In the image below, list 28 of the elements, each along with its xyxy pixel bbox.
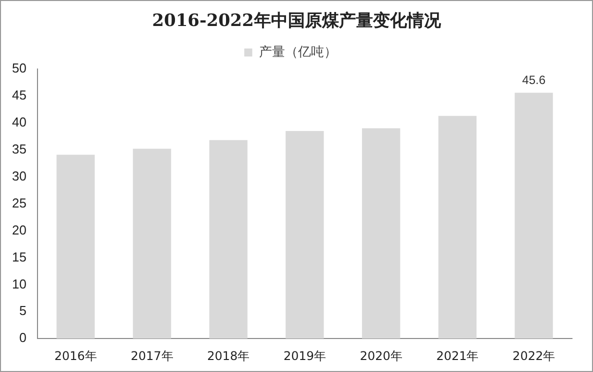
y-tick-label: 20 (12, 222, 26, 238)
bar (132, 148, 172, 339)
y-tick-label: 0 (19, 330, 26, 346)
bar (362, 128, 400, 339)
chart-title: 2016-2022年中国原煤产量变化情况 (151, 10, 442, 32)
bar (514, 92, 553, 339)
y-tick-label: 15 (12, 249, 26, 264)
x-tick-label: 2018年 (207, 348, 250, 363)
bar (286, 131, 324, 339)
x-tick-label: 2019年 (283, 348, 326, 363)
bar (438, 116, 477, 339)
y-tick-label: 5 (19, 303, 26, 318)
x-tick-label: 2016年 (54, 348, 97, 363)
x-tick-label: 2022年 (512, 348, 556, 363)
bar (209, 140, 248, 339)
bar (56, 154, 95, 339)
y-tick-label: 50 (12, 60, 26, 76)
x-tick-label: 2017年 (130, 348, 174, 363)
x-tick-label: 2020年 (360, 348, 402, 363)
y-tick-label: 25 (12, 195, 26, 210)
data-label: 45.6 (522, 73, 546, 88)
legend-label: 产量（亿吨） (258, 44, 337, 60)
x-tick-label: 2021年 (436, 348, 479, 363)
y-tick-label: 40 (12, 114, 26, 130)
y-tick-label: 35 (12, 141, 26, 156)
y-tick-label: 30 (12, 168, 26, 184)
y-tick-label: 45 (12, 88, 26, 103)
y-tick-label: 10 (12, 276, 26, 292)
